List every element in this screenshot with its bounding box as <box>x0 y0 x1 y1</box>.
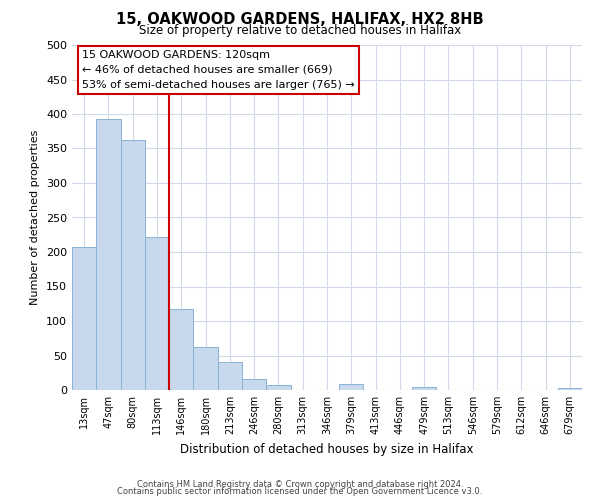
Text: 15, OAKWOOD GARDENS, HALIFAX, HX2 8HB: 15, OAKWOOD GARDENS, HALIFAX, HX2 8HB <box>116 12 484 28</box>
Bar <box>145 237 169 390</box>
Text: Contains public sector information licensed under the Open Government Licence v3: Contains public sector information licen… <box>118 488 482 496</box>
Bar <box>72 247 96 390</box>
Bar <box>266 385 290 390</box>
Bar <box>558 388 582 390</box>
Text: 15 OAKWOOD GARDENS: 120sqm
← 46% of detached houses are smaller (669)
53% of sem: 15 OAKWOOD GARDENS: 120sqm ← 46% of deta… <box>82 50 355 90</box>
Text: Contains HM Land Registry data © Crown copyright and database right 2024.: Contains HM Land Registry data © Crown c… <box>137 480 463 489</box>
Bar <box>169 308 193 390</box>
Y-axis label: Number of detached properties: Number of detached properties <box>31 130 40 305</box>
Bar <box>121 140 145 390</box>
Text: Size of property relative to detached houses in Halifax: Size of property relative to detached ho… <box>139 24 461 37</box>
Bar <box>412 386 436 390</box>
Bar <box>218 362 242 390</box>
Bar <box>193 347 218 390</box>
X-axis label: Distribution of detached houses by size in Halifax: Distribution of detached houses by size … <box>180 442 474 456</box>
Bar <box>242 379 266 390</box>
Bar <box>96 119 121 390</box>
Bar <box>339 384 364 390</box>
